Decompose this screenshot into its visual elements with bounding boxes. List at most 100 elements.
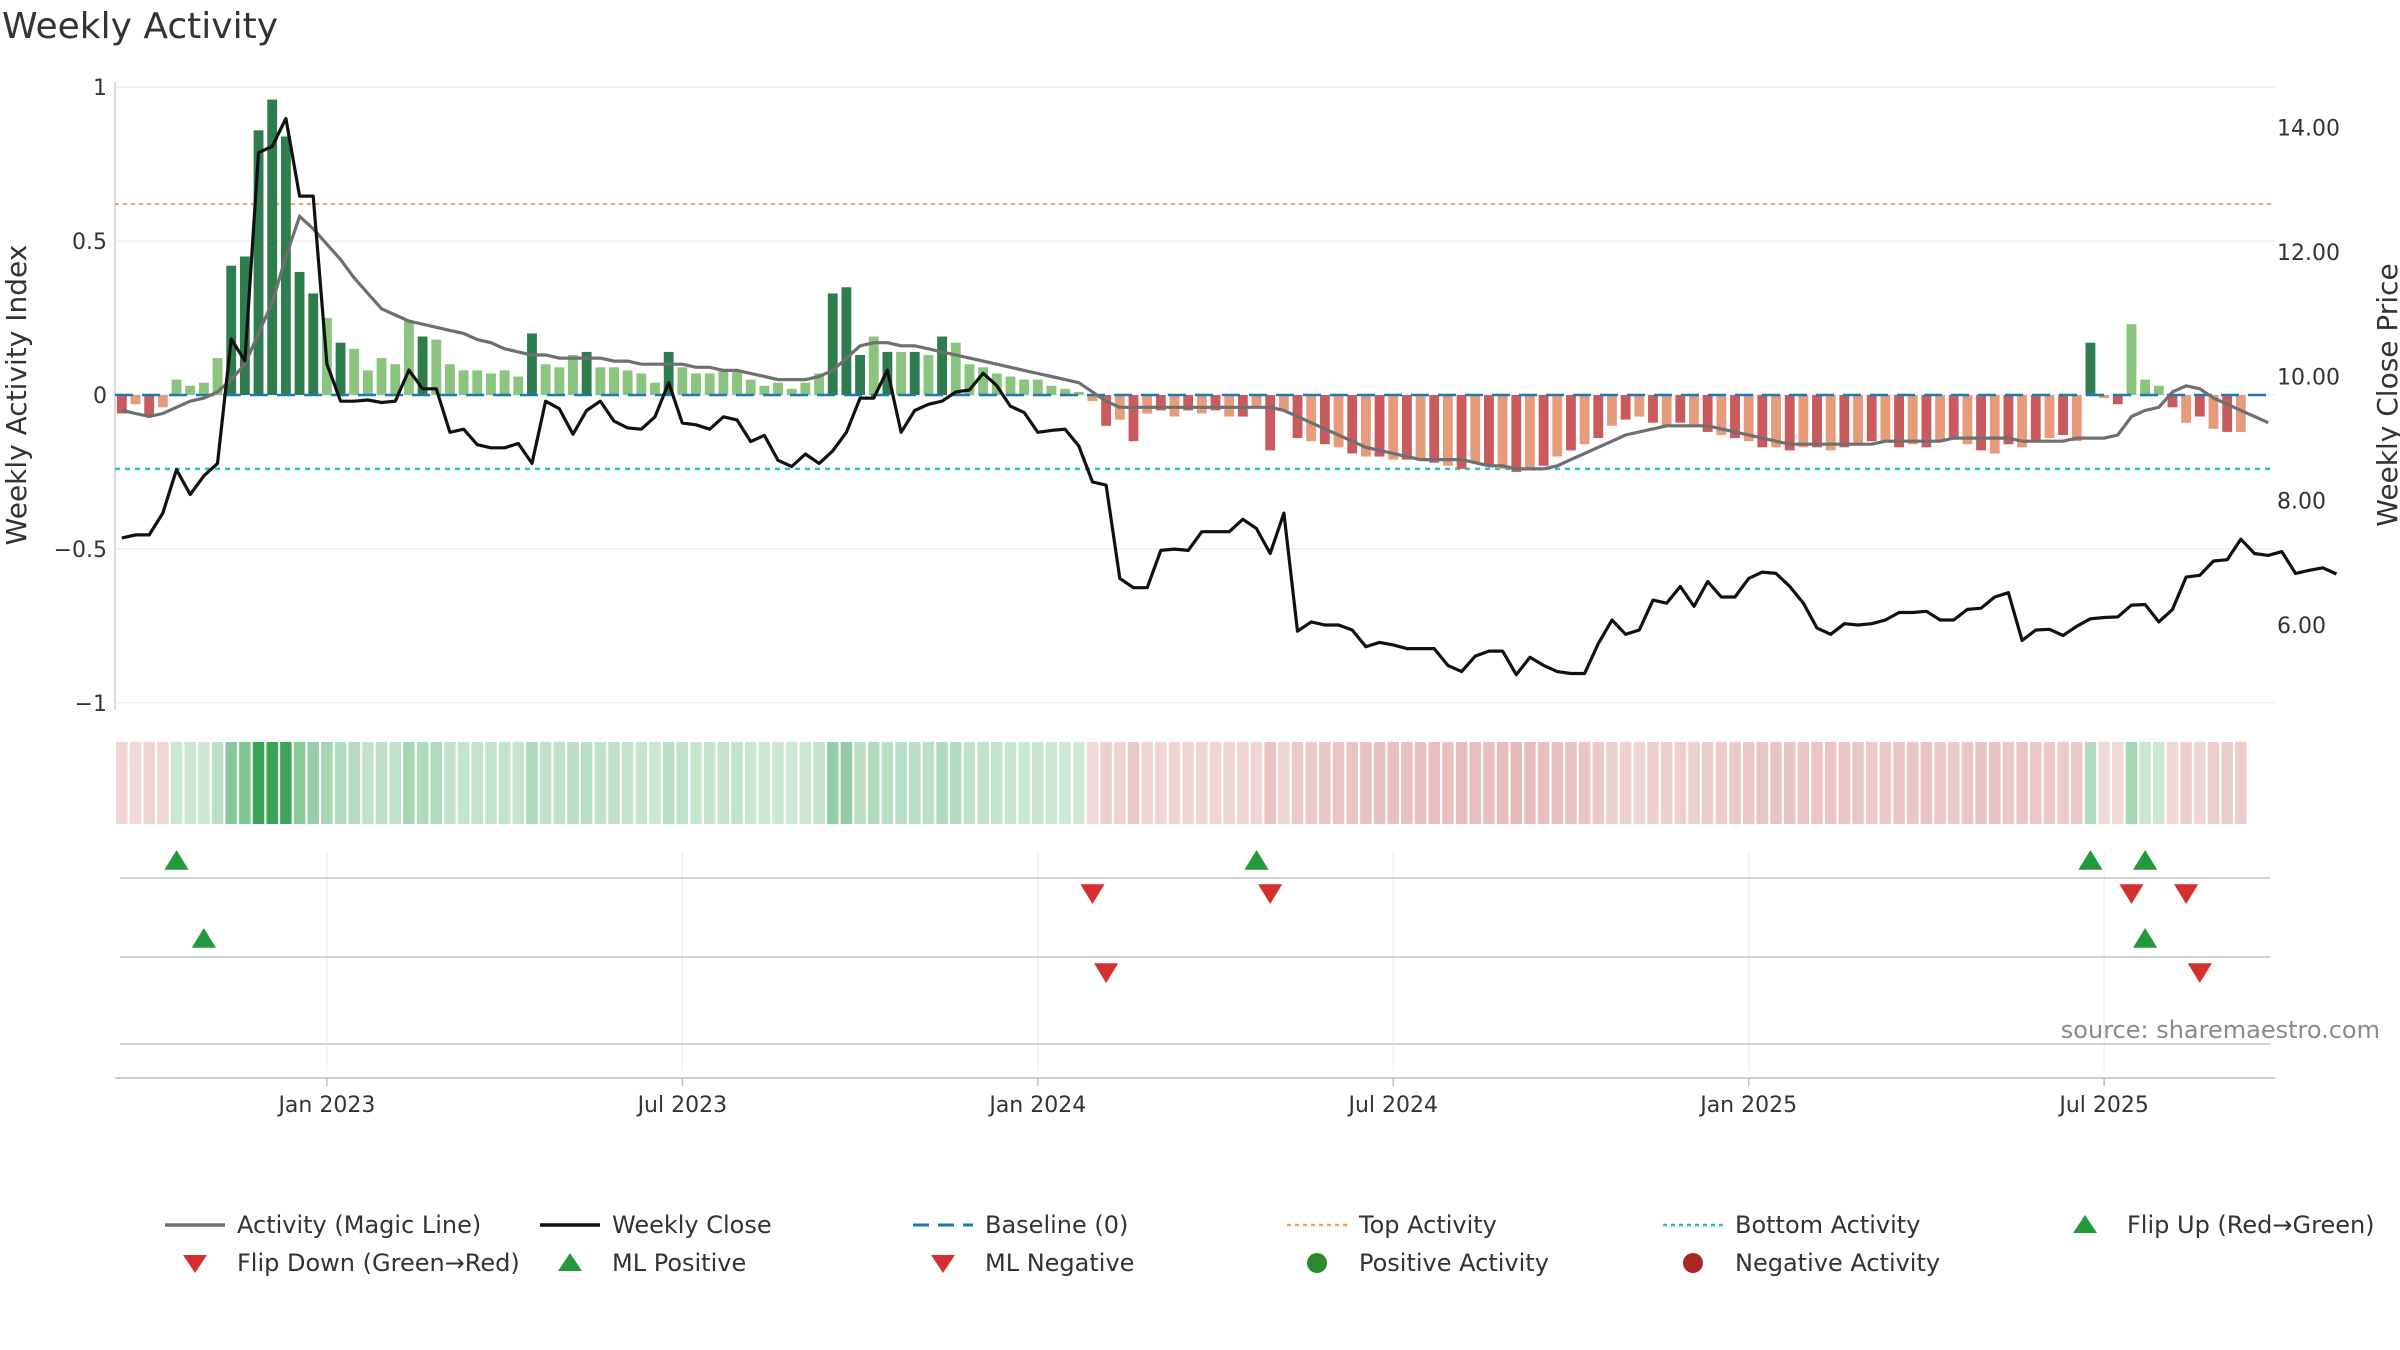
activity-bar — [2071, 395, 2082, 442]
activity-bar — [814, 373, 824, 395]
y-tick-label: 1 — [93, 76, 107, 101]
heat-cell — [2084, 742, 2097, 824]
heat-cell — [854, 742, 866, 824]
heat-cell — [1401, 742, 1413, 824]
activity-bar — [2003, 395, 2014, 445]
heat-cell — [2180, 742, 2192, 824]
activity-bar — [745, 379, 756, 395]
activity-bar — [349, 348, 360, 395]
heat-cell — [1715, 742, 1728, 824]
activity-bar — [1716, 395, 1727, 436]
heat-cell — [662, 742, 675, 824]
legend-label: ML Positive — [612, 1249, 746, 1277]
heat-cell — [1811, 742, 1823, 824]
heat-cell — [403, 742, 415, 824]
heat-cell — [430, 742, 443, 824]
heat-cell — [375, 742, 388, 824]
heat-cell — [2030, 742, 2042, 824]
activity-bar — [445, 364, 455, 395]
heat-cell — [1073, 742, 1085, 824]
heat-cell — [1168, 742, 1181, 824]
heat-cell — [703, 742, 716, 824]
heat-cell — [991, 742, 1003, 824]
activity-bar — [2235, 395, 2246, 432]
heat-cell — [785, 742, 798, 824]
heat-cell — [1824, 742, 1837, 824]
heat-cell — [1633, 742, 1646, 824]
heat-cell — [1483, 742, 1495, 824]
heat-cell — [1852, 742, 1864, 824]
activity-bar — [1484, 395, 1494, 466]
heat-cell — [239, 742, 251, 824]
activity-bar — [841, 287, 852, 395]
legend-item: Negative Activity — [1683, 1249, 1940, 1277]
heat-cell — [1893, 742, 1905, 824]
flip-down-marker — [2174, 884, 2199, 904]
heat-cell — [1742, 742, 1755, 824]
heat-cell — [2125, 742, 2138, 824]
heat-cell — [1606, 742, 1618, 824]
heat-cell — [950, 742, 962, 824]
activity-bar — [1661, 395, 1672, 426]
activity-bar — [1060, 388, 1071, 395]
activity-bar — [499, 370, 510, 395]
activity-bar — [2194, 395, 2205, 417]
activity-bar — [964, 364, 975, 395]
activity-bar — [1798, 395, 1809, 448]
x-tick-label: Jan 2024 — [987, 1093, 1086, 1118]
activity-bar — [718, 370, 729, 395]
heat-cell — [1783, 742, 1796, 824]
heat-cell — [1004, 742, 1017, 824]
ml-negative-marker — [1094, 963, 1119, 983]
heat-cell — [1332, 742, 1345, 824]
heat-cell — [1729, 742, 1741, 824]
activity-bar — [486, 373, 496, 395]
legend-swatch-up-triangle — [558, 1253, 582, 1271]
heat-cell — [567, 742, 579, 824]
heat-cell — [895, 742, 907, 824]
activity-bar — [144, 395, 155, 417]
activity-bar — [157, 395, 168, 408]
activity-bar — [1579, 395, 1590, 445]
heat-cell — [471, 742, 484, 824]
heat-cell — [553, 742, 566, 824]
activity-bar — [1634, 395, 1645, 417]
heat-cell — [1209, 742, 1222, 824]
heat-cell — [485, 742, 497, 824]
activity-bar — [1935, 395, 1945, 442]
activity-bar — [1333, 395, 1344, 448]
heat-cell — [526, 742, 538, 824]
activity-bar — [1839, 395, 1850, 448]
activity-bar — [458, 370, 469, 395]
activity-bar — [1853, 395, 1863, 445]
legend-item: Flip Down (Green→Red) — [183, 1249, 520, 1277]
heat-cell — [1250, 742, 1263, 824]
source-note: source: sharemaestro.com — [2061, 1016, 2380, 1044]
heat-cell — [1770, 742, 1782, 824]
heat-cell — [2002, 742, 2015, 824]
heat-cell — [348, 742, 360, 824]
heat-cell — [1223, 742, 1235, 824]
activity-bar — [2167, 395, 2178, 408]
y-tick-label: −0.5 — [54, 538, 107, 563]
heat-cell — [2016, 742, 2028, 824]
activity-bar — [2181, 395, 2192, 423]
heat-cell — [2194, 742, 2206, 824]
legend-item: Top Activity — [1287, 1211, 1497, 1239]
activity-bar — [1552, 395, 1563, 457]
x-tick-label: Jul 2024 — [1346, 1093, 1438, 1118]
flip-up-marker — [1244, 850, 1269, 870]
x-tick-label: Jul 2023 — [636, 1093, 728, 1118]
activity-bar — [404, 321, 414, 395]
heat-cell — [170, 742, 183, 824]
activity-bar — [1019, 379, 1030, 395]
activity-bar — [609, 367, 619, 395]
activity-bar — [1142, 395, 1153, 414]
heat-cell — [1114, 742, 1126, 824]
activity-bar — [1005, 376, 1016, 395]
heat-cell — [1701, 742, 1714, 824]
heat-cell — [1510, 742, 1523, 824]
x-tick-label: Jul 2025 — [2057, 1093, 2149, 1118]
heat-cell — [198, 742, 210, 824]
